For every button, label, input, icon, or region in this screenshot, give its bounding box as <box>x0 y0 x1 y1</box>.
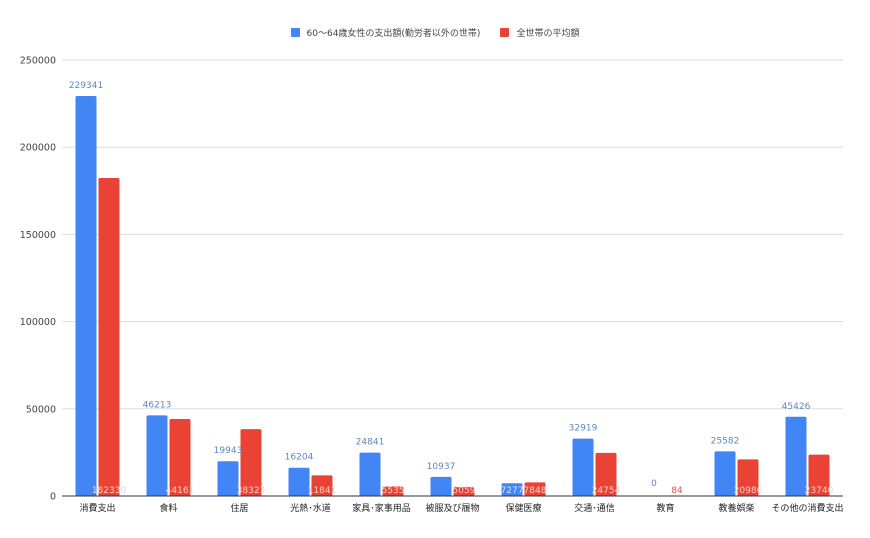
category-label: 保健医療 <box>505 502 541 514</box>
category-label: 被服及び履物 <box>425 502 479 514</box>
value-label-series2: 84 <box>671 486 683 496</box>
legend-label-series2: 全世帯の平均額 <box>516 29 580 39</box>
category-label: その他の消費支出 <box>771 502 843 514</box>
value-label-series2: 182330 <box>92 486 127 496</box>
category-group: 24841 5535 家具･家事用品 <box>352 438 411 514</box>
category-group: 7277 7848 保健医療 <box>501 482 547 514</box>
value-label-series1: 16204 <box>285 453 314 463</box>
value-label-series1: 24841 <box>356 438 385 448</box>
bar-series2[interactable] <box>524 482 546 496</box>
value-label-series1: 25582 <box>711 436 740 446</box>
bar-series1[interactable] <box>430 476 452 496</box>
legend: 60～64歳女性の支出額(勤労者以外の世帯) 全世帯の平均額 <box>0 26 870 39</box>
bar-series1[interactable] <box>288 467 310 496</box>
bar-series2[interactable] <box>808 454 830 496</box>
bar-series2[interactable] <box>311 475 333 496</box>
legend-item-series2[interactable]: 全世帯の平均額 <box>500 26 579 39</box>
value-label-series2: 24754 <box>592 486 621 496</box>
y-tick-label: 100000 <box>20 317 56 328</box>
category-label: 交通･通信 <box>574 502 615 514</box>
category-group: 19943 38323 住居 <box>214 429 266 514</box>
y-tick-label: 200000 <box>20 143 56 154</box>
bar-series2[interactable] <box>453 487 475 496</box>
value-label-series1: 45426 <box>782 402 811 412</box>
value-label-series1: 32919 <box>569 424 598 434</box>
y-tick-label: 150000 <box>20 230 56 241</box>
bar-series1[interactable] <box>75 96 97 496</box>
category-group: 229341 182330 消費支出 <box>69 81 127 514</box>
category-label: 教養娯楽 <box>718 502 754 514</box>
category-label: 家具･家事用品 <box>352 502 411 514</box>
category-group: 46213 44161 食料 <box>143 400 195 514</box>
bar-series2[interactable] <box>737 459 759 496</box>
value-label-series2: 11841 <box>308 486 337 496</box>
bar-series2[interactable] <box>98 178 120 496</box>
value-label-series2: 38323 <box>237 486 266 496</box>
bar-series1[interactable] <box>785 416 807 496</box>
legend-swatch-red <box>500 28 510 37</box>
category-label: 住居 <box>230 502 248 514</box>
legend-item-series1[interactable]: 60～64歳女性の支出額(勤労者以外の世帯) <box>290 26 481 39</box>
bar-series1[interactable] <box>572 438 594 496</box>
bar-series1[interactable] <box>501 483 523 496</box>
value-label-series1: 229341 <box>69 81 103 91</box>
y-tick-label: 0 <box>50 492 56 503</box>
bar-series2[interactable] <box>382 486 404 496</box>
category-label: 消費支出 <box>79 502 115 514</box>
legend-label-series1: 60～64歳女性の支出額(勤労者以外の世帯) <box>306 29 481 39</box>
bar-series1[interactable] <box>217 461 239 496</box>
bar-series1[interactable] <box>714 451 736 496</box>
value-label-series1: 0 <box>651 479 657 489</box>
value-label-series1: 10937 <box>427 462 456 472</box>
bar-series2[interactable] <box>240 429 262 496</box>
category-label: 食料 <box>159 502 177 514</box>
value-label-series2: 7848 <box>524 486 547 496</box>
category-group: 45426 23740 その他の消費支出 <box>771 402 843 514</box>
bar-series2[interactable] <box>595 452 617 496</box>
value-label-series1: 46213 <box>143 400 172 410</box>
bar-series1[interactable] <box>359 452 381 496</box>
bar-series2[interactable] <box>169 418 191 496</box>
y-tick-label: 50000 <box>26 404 56 415</box>
value-label-series1: 19943 <box>214 446 243 456</box>
bar-series1[interactable] <box>146 415 168 496</box>
value-label-series2: 20986 <box>734 486 763 496</box>
category-group: 16204 11841 光熱･水道 <box>285 453 337 514</box>
value-label-series2: 5535 <box>382 486 405 496</box>
legend-swatch-blue <box>290 28 300 37</box>
value-label-series2: 23740 <box>805 486 834 496</box>
category-group: 25582 20986 教養娯楽 <box>711 436 763 514</box>
y-tick-label: 250000 <box>20 56 56 67</box>
category-label: 教育 <box>656 502 674 514</box>
category-group: 10937 5059 被服及び履物 <box>425 462 479 514</box>
value-label-series2: 5059 <box>453 486 476 496</box>
category-label: 光熱･水道 <box>290 502 331 514</box>
value-label-series1: 7277 <box>501 486 524 496</box>
value-label-series2: 44161 <box>166 486 195 496</box>
category-group: 32919 24754 交通･通信 <box>569 424 621 514</box>
